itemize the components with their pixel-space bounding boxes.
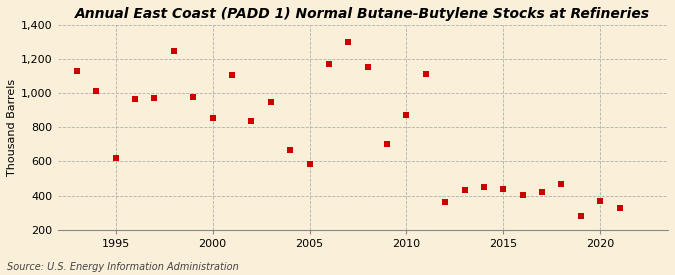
Point bbox=[169, 49, 180, 54]
Point bbox=[246, 119, 256, 123]
Point bbox=[440, 200, 451, 205]
Point bbox=[537, 190, 547, 194]
Point bbox=[265, 100, 276, 104]
Point bbox=[149, 96, 160, 100]
Point bbox=[343, 40, 354, 44]
Point bbox=[188, 94, 198, 99]
Point bbox=[130, 97, 140, 101]
Point bbox=[285, 147, 296, 152]
Point bbox=[72, 69, 82, 73]
Point bbox=[227, 73, 238, 78]
Point bbox=[576, 214, 587, 218]
Text: Source: U.S. Energy Information Administration: Source: U.S. Energy Information Administ… bbox=[7, 262, 238, 272]
Point bbox=[517, 192, 528, 197]
Point bbox=[401, 112, 412, 117]
Point bbox=[304, 162, 315, 166]
Point bbox=[498, 187, 509, 191]
Point bbox=[421, 72, 431, 77]
Point bbox=[459, 188, 470, 192]
Point bbox=[323, 62, 334, 66]
Point bbox=[91, 89, 102, 94]
Point bbox=[479, 185, 489, 189]
Title: Annual East Coast (PADD 1) Normal Butane-Butylene Stocks at Refineries: Annual East Coast (PADD 1) Normal Butane… bbox=[76, 7, 650, 21]
Y-axis label: Thousand Barrels: Thousand Barrels bbox=[7, 79, 17, 176]
Point bbox=[556, 182, 567, 186]
Point bbox=[595, 199, 605, 203]
Point bbox=[362, 65, 373, 69]
Point bbox=[207, 116, 218, 120]
Point bbox=[110, 156, 121, 160]
Point bbox=[381, 141, 392, 146]
Point bbox=[614, 206, 625, 211]
